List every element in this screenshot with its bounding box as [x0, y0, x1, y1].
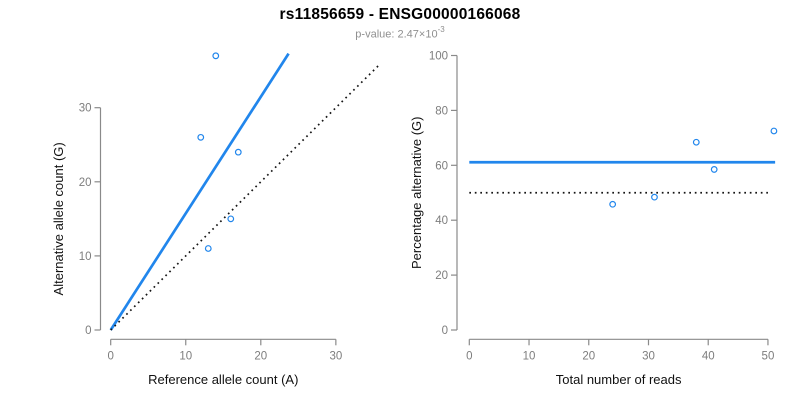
x-tick-label: 30	[642, 350, 655, 362]
percentage-vs-reads-scatter: 0 10 20 30 40 50 0 20 40 60 80 100 Total number of r…	[409, 51, 778, 387]
y-axis-title: Alternative allele count (G)	[51, 142, 66, 295]
p-value-prefix: p-value:	[355, 28, 398, 41]
p-value-exponent: -3	[437, 25, 445, 34]
x-tick-label: 50	[762, 350, 775, 362]
y-tick-label: 20	[435, 270, 448, 282]
data-point	[651, 193, 658, 201]
x-tick-label: 0	[107, 350, 113, 362]
allele-counts-scatter: 0 10 20 30 0 10 20 30 Reference allele count (A)…	[51, 52, 380, 387]
p-value-mantissa: 2.47×10	[397, 28, 438, 41]
y-tick-label: 20	[79, 177, 92, 189]
x-tick-label: 10	[523, 350, 536, 362]
y-tick-label: 40	[435, 215, 448, 227]
x-tick-label: 20	[582, 350, 595, 362]
y-tick-label: 30	[79, 103, 92, 115]
x-axis-title: Reference allele count (A)	[148, 372, 298, 387]
plot-title: rs11856659 - ENSG00000166068	[279, 6, 521, 23]
plot-subtitle: p-value: 2.47×10-3	[0, 25, 800, 41]
y-tick-label: 60	[435, 160, 448, 172]
x-tick-label: 30	[329, 350, 342, 362]
data-point	[212, 52, 220, 60]
fitted-ratio-line	[109, 52, 290, 331]
data-point	[609, 200, 617, 208]
x-tick-label: 0	[466, 350, 472, 362]
x-tick-label: 10	[179, 350, 192, 362]
data-point	[770, 127, 778, 135]
x-axis-title: Total number of reads	[556, 372, 682, 387]
y-tick-label: 100	[429, 51, 448, 63]
y-tick-label: 80	[435, 105, 448, 117]
x-tick-label: 40	[702, 350, 715, 362]
data-point	[692, 138, 700, 146]
data-point	[227, 215, 235, 223]
data-point	[204, 245, 212, 252]
y-tick-label: 0	[442, 325, 448, 337]
data-point	[197, 133, 205, 141]
y-axis-title: Percentage alternative (G)	[409, 117, 424, 269]
x-tick-label: 20	[254, 350, 267, 362]
data-point	[710, 166, 718, 173]
data-point	[234, 148, 242, 156]
y-tick-label: 10	[79, 251, 92, 263]
identity-line	[110, 64, 380, 331]
y-tick-label: 0	[85, 325, 91, 337]
